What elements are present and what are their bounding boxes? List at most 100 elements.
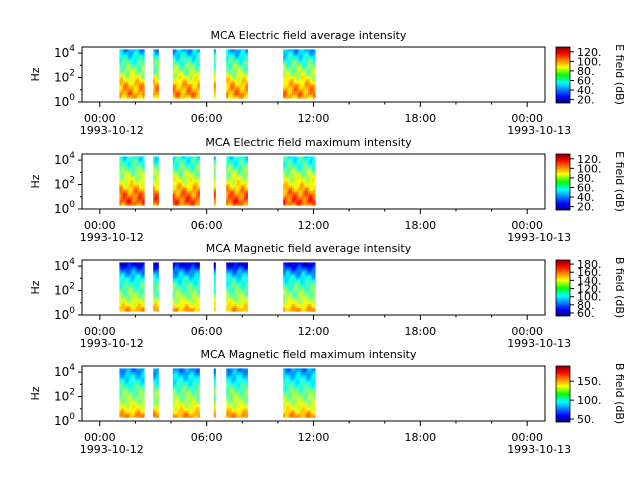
spectrogram-cell bbox=[176, 280, 179, 283]
spectrogram-cell bbox=[297, 304, 300, 307]
spectrogram-cell bbox=[176, 96, 179, 99]
spectrogram-cell bbox=[190, 194, 193, 197]
date-label-start: 1993-10-12 bbox=[80, 231, 144, 244]
spectrogram-cell bbox=[304, 58, 307, 61]
spectrogram-cell bbox=[187, 287, 190, 290]
spectrogram-cell bbox=[185, 198, 188, 201]
spectrogram-cell bbox=[226, 58, 229, 61]
spectrogram-cell bbox=[308, 156, 311, 158]
spectrogram-cell bbox=[133, 58, 136, 61]
spectrogram-cell bbox=[292, 56, 295, 59]
spectrogram-cell bbox=[293, 176, 296, 179]
spectrogram-cell bbox=[192, 294, 195, 297]
spectrogram-cell bbox=[138, 283, 142, 286]
spectrogram-cell bbox=[311, 56, 314, 59]
spectrogram-cell bbox=[140, 168, 143, 171]
spectrogram-cell bbox=[304, 89, 307, 92]
spectrogram-cell bbox=[137, 293, 140, 296]
spectrogram-cell bbox=[126, 289, 129, 292]
spectrogram-cell bbox=[121, 165, 124, 168]
spectrogram-cell bbox=[245, 305, 248, 308]
spectrogram-cell bbox=[179, 262, 183, 264]
spectrogram-cell bbox=[183, 289, 186, 292]
spectrogram-cell bbox=[299, 282, 302, 285]
spectrogram-cell bbox=[140, 166, 143, 169]
spectrogram-cell bbox=[301, 161, 304, 164]
spectrogram-cell bbox=[156, 176, 159, 179]
spectrogram-cell bbox=[309, 201, 313, 204]
spectrogram-cell bbox=[124, 94, 127, 97]
spectrogram-cell bbox=[292, 309, 295, 312]
spectrogram-cell bbox=[197, 262, 200, 264]
spectrogram-cell bbox=[137, 298, 140, 301]
spectrogram-cell bbox=[174, 157, 177, 160]
spectrogram-cell bbox=[240, 94, 243, 97]
spectrogram-cell bbox=[297, 65, 300, 68]
spectrogram-cell bbox=[240, 54, 243, 57]
spectrogram-cell bbox=[135, 271, 138, 274]
spectrogram-cell bbox=[172, 92, 175, 95]
spectrogram-cell bbox=[235, 196, 238, 199]
spectrogram-cell bbox=[183, 69, 186, 72]
spectrogram-cell bbox=[302, 92, 305, 95]
spectrogram-cell bbox=[188, 294, 191, 297]
spectrogram-cell bbox=[311, 161, 314, 164]
spectrogram-cell bbox=[137, 165, 140, 168]
spectrogram-cell bbox=[226, 276, 229, 279]
spectrogram-cell bbox=[185, 78, 188, 81]
spectrogram-cell bbox=[155, 276, 158, 279]
spectrogram-cell bbox=[185, 271, 188, 274]
spectrogram-cell bbox=[183, 157, 186, 160]
spectrogram-cell bbox=[226, 50, 229, 53]
spectrogram-cell bbox=[178, 285, 181, 288]
spectrogram-cell bbox=[242, 282, 245, 285]
spectrogram-cell bbox=[245, 91, 248, 94]
spectrogram-cell bbox=[194, 172, 197, 175]
spectrogram-cell bbox=[245, 278, 248, 281]
spectrogram-cell bbox=[155, 96, 158, 99]
spectrogram-cell bbox=[245, 87, 248, 90]
spectrogram-cell bbox=[128, 188, 131, 191]
spectrogram-cell bbox=[244, 50, 247, 53]
spectrogram-cell bbox=[245, 166, 248, 169]
spectrogram-cell bbox=[153, 92, 156, 95]
spectrogram-cell bbox=[213, 276, 216, 279]
spectrogram-cell bbox=[153, 304, 156, 307]
spectrogram-cell bbox=[197, 85, 200, 88]
spectrogram-cell bbox=[187, 165, 190, 168]
spectrogram-cell bbox=[190, 263, 193, 266]
spectrogram-cell bbox=[188, 274, 191, 277]
spectrogram-cell bbox=[128, 96, 131, 99]
spectrogram-cell bbox=[226, 61, 229, 64]
spectrogram-cell bbox=[172, 280, 175, 283]
spectrogram-cell bbox=[197, 168, 200, 171]
spectrogram-cell bbox=[297, 89, 300, 92]
spectrogram-cell bbox=[176, 157, 179, 160]
spectrogram-cell bbox=[244, 170, 247, 173]
spectrogram-cell bbox=[229, 94, 232, 97]
spectrogram-cell bbox=[231, 304, 234, 307]
spectrogram-cell bbox=[137, 190, 140, 193]
spectrogram-cell bbox=[242, 156, 245, 158]
spectrogram-cell bbox=[313, 187, 316, 190]
x-tick-label: 00:00 bbox=[84, 112, 116, 125]
spectrogram-cell bbox=[290, 92, 293, 95]
spectrogram-cell bbox=[153, 289, 156, 292]
spectrogram-cell bbox=[155, 89, 158, 92]
spectrogram-cell bbox=[238, 192, 241, 195]
spectrogram-cell bbox=[226, 163, 229, 166]
spectrogram-cell bbox=[286, 49, 289, 51]
spectrogram-cell bbox=[299, 50, 302, 53]
spectrogram-cell bbox=[142, 194, 145, 197]
spectrogram-cell bbox=[292, 177, 295, 180]
y-axis-label: Hz bbox=[29, 174, 42, 188]
spectrogram-cell bbox=[313, 190, 316, 193]
spectrogram-cell bbox=[190, 91, 193, 94]
spectrogram-cell bbox=[178, 83, 181, 86]
spectrogram-cell bbox=[174, 163, 177, 166]
spectrogram-cell bbox=[311, 94, 314, 97]
spectrogram-cell bbox=[174, 87, 177, 90]
spectrogram-cell bbox=[155, 291, 158, 294]
spectrogram-cell bbox=[302, 65, 305, 68]
spectrogram-cell bbox=[137, 58, 140, 61]
